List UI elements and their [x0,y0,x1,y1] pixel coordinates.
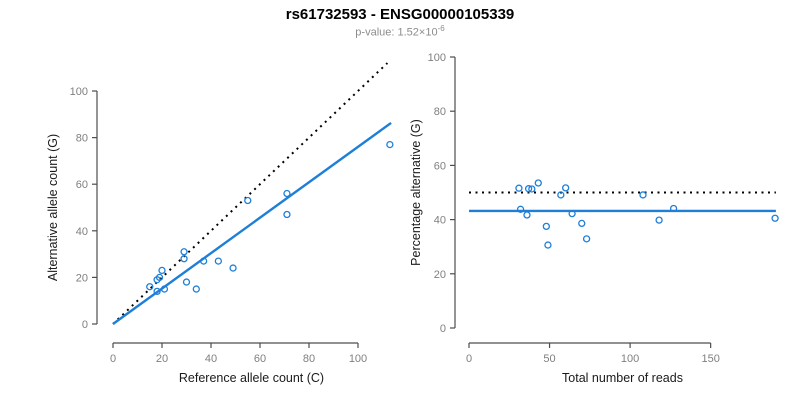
figure-title: rs61732593 - ENSG00000105339 [285,6,515,23]
x-tick-label: 100 [621,353,639,365]
data-point [192,285,200,293]
x-tick-label: 0 [466,353,472,365]
data-point [528,185,536,193]
data-point [283,189,291,198]
data-point [534,179,542,187]
data-point [153,287,161,296]
data-point [655,216,663,224]
data-point [568,209,576,218]
data-point [146,283,154,291]
x-axis-title: Total number of reads [562,371,683,385]
data-point [182,278,191,286]
data-point [523,211,531,219]
data-point [158,266,166,275]
data-point [578,219,586,228]
y-tick-label: 40 [76,226,88,238]
x-axis-title: Reference allele count (C) [179,371,324,385]
data-point [155,273,164,282]
y-axis-title: Alternative allele count (G) [46,134,60,281]
x-tick-label: 0 [110,353,116,365]
data-point [229,264,237,272]
data-point [214,257,223,265]
pvalue-exponent: -6 [437,24,445,33]
x-tick-label: 100 [349,353,367,365]
data-point [639,191,647,199]
data-point [544,241,552,249]
data-point [180,248,188,256]
data-point [386,140,394,149]
x-tick-label: 80 [303,353,315,365]
y-tick-label: 20 [76,272,88,284]
y-tick-label: 20 [434,269,446,281]
data-point [524,185,533,193]
data-point [562,184,570,192]
data-point [669,204,678,213]
y-tick-label: 40 [434,215,446,227]
x-tick-label: 150 [701,353,719,365]
data-point [180,255,188,263]
x-tick-label: 20 [156,353,168,365]
y-tick-label: 0 [82,319,88,331]
data-point [283,210,291,219]
data-point [557,191,565,199]
x-tick-label: 60 [254,353,266,365]
y-tick-label: 80 [434,106,446,118]
pvalue-prefix: p-value: [355,26,398,39]
y-tick-label: 100 [428,52,446,64]
data-point [771,214,779,222]
data-point [244,196,252,205]
percentage-vs-depth-panel: 0 50 100 150 0 20 40 60 80 100 Total number of rea… [409,52,779,385]
data-point [515,184,523,192]
x-tick-label: 50 [543,353,555,365]
y-tick-label: 60 [76,179,88,191]
pvalue-base: 1.52×10 [397,26,438,39]
y-tick-label: 0 [440,323,446,335]
data-point [542,222,550,231]
pvalue-subtitle: p-value: 1.52×10-6 [0,24,800,39]
y-tick-label: 80 [76,133,88,145]
data-point [160,285,169,293]
y-axis-title: Percentage alternative (G) [409,119,423,266]
y-tick-label: 100 [70,86,88,98]
data-point [516,205,525,213]
x-tick-label: 40 [205,353,217,365]
identity-line [112,62,389,325]
allele-counts-panel: 0 20 40 60 80 100 0 20 40 60 80 100 Reference allele… [46,62,394,385]
data-point [199,257,208,265]
y-tick-label: 60 [434,160,446,172]
data-point [582,235,591,243]
